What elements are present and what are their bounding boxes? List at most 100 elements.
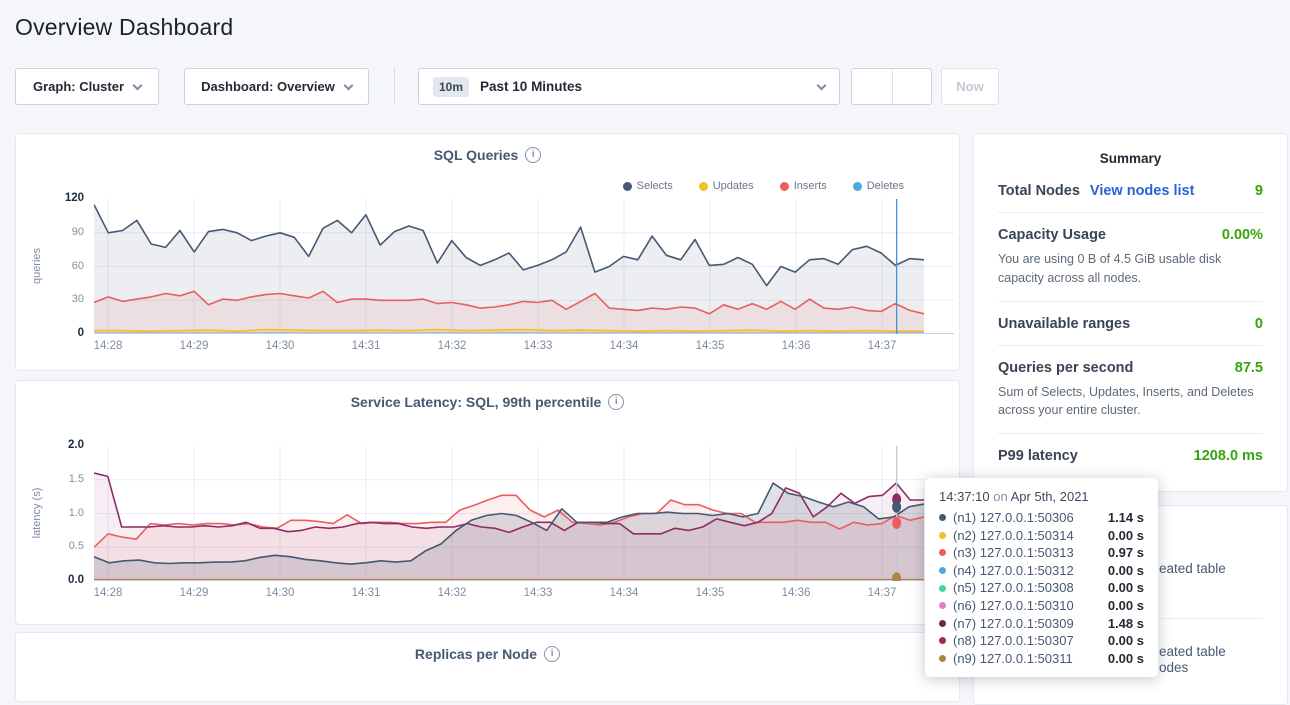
chevron-down-icon [817, 80, 827, 90]
graph-dropdown-label: Graph: Cluster [33, 79, 124, 94]
x-tick-label: 14:32 [427, 340, 477, 352]
x-tick-label: 14:28 [83, 340, 133, 352]
capacity-usage-description: You are using 0 B of 4.5 GiB usable disk… [998, 250, 1263, 288]
chart1-plot-svg[interactable] [94, 199, 954, 334]
event-item-fragment: eated table [1159, 644, 1226, 659]
y-tick-label: 0.0 [16, 574, 84, 586]
summary-row-p99: P99 latency 1208.0 ms [998, 434, 1263, 477]
tooltip-node-label: (n1) 127.0.0.1:50306 [953, 509, 1101, 527]
x-tick-label: 14:30 [255, 587, 305, 599]
x-tick-label: 14:33 [513, 340, 563, 352]
qps-description: Sum of Selects, Updates, Inserts, and De… [998, 383, 1263, 421]
summary-row-qps: Queries per second 87.5 Sum of Selects, … [998, 346, 1263, 435]
legend-label: Updates [713, 180, 754, 192]
tooltip-node-label: (n5) 127.0.0.1:50308 [953, 579, 1101, 597]
total-nodes-label: Total Nodes [998, 183, 1080, 199]
replicas-per-node-title: Replicas per Node [415, 646, 537, 662]
x-tick-label: 14:31 [341, 587, 391, 599]
y-tick-label: 0.5 [16, 540, 84, 552]
y-axis-title: latency (s) [31, 473, 47, 553]
sql-queries-legend: Selects Updates Inserts Deletes [623, 180, 904, 192]
node-color-dot-icon [939, 637, 946, 644]
time-nav-group [851, 68, 932, 105]
event-item-fragment: eated table [1159, 561, 1226, 576]
chevron-left-icon [867, 80, 880, 93]
now-button[interactable]: Now [941, 68, 999, 105]
tooltip-node-row: (n5) 127.0.0.1:503080.00 s [939, 579, 1144, 597]
info-icon[interactable]: i [544, 646, 560, 662]
service-latency-chart[interactable]: 0.00.51.01.52.0latency (s)14:2814:2914:3… [16, 446, 959, 611]
sql-queries-chart[interactable]: 0306090120queries14:2814:2914:3014:3114:… [16, 199, 959, 364]
time-range-badge: 10m [433, 77, 469, 97]
x-tick-label: 14:36 [771, 587, 821, 599]
legend-label: Deletes [867, 180, 904, 192]
total-nodes-value: 9 [1255, 183, 1263, 199]
legend-item-deletes[interactable]: Deletes [853, 180, 904, 192]
chevron-down-icon [343, 80, 353, 90]
x-tick-label: 14:28 [83, 587, 133, 599]
y-tick-label: 1.5 [16, 473, 84, 485]
x-tick-label: 14:34 [599, 587, 649, 599]
y-tick-label: 2.0 [16, 439, 84, 451]
node-color-dot-icon [939, 549, 946, 556]
sql-queries-panel: SQL Queries i Selects Updates Inserts Delet… [15, 133, 960, 371]
chart2-plot-svg[interactable] [94, 446, 954, 581]
y-tick-label: 30 [16, 293, 84, 305]
x-tick-label: 14:37 [857, 587, 907, 599]
time-range-selector[interactable]: 10m Past 10 Minutes [418, 68, 840, 105]
info-icon[interactable]: i [525, 147, 541, 163]
legend-label: Selects [637, 180, 673, 192]
tooltip-node-row: (n8) 127.0.0.1:503070.00 s [939, 632, 1144, 650]
x-tick-label: 14:36 [771, 340, 821, 352]
tooltip-node-value: 1.48 s [1108, 615, 1144, 633]
tooltip-time: 14:37:10 [939, 489, 990, 504]
legend-dot-icon [623, 182, 632, 191]
graph-dropdown[interactable]: Graph: Cluster [15, 68, 159, 105]
tooltip-node-row: (n2) 127.0.0.1:503140.00 s [939, 527, 1144, 545]
tooltip-node-label: (n9) 127.0.0.1:50311 [953, 650, 1101, 668]
overview-dashboard-page: { "colors": { "green": "#36a40c", "link"… [0, 0, 1290, 689]
event-item-fragment: odes [1159, 660, 1188, 675]
tooltip-rows: (n1) 127.0.0.1:50306 1.14 s(n2) 127.0.0.1… [939, 509, 1144, 667]
service-latency-title: Service Latency: SQL, 99th percentile [351, 394, 602, 410]
y-tick-label: 1.0 [16, 507, 84, 519]
node-color-dot-icon [939, 514, 946, 521]
y-axis-title: queries [31, 226, 47, 306]
tooltip-node-value: 1.14 s [1108, 509, 1144, 527]
y-tick-label: 120 [16, 192, 84, 204]
node-color-dot-icon [939, 567, 946, 574]
summary-title: Summary [974, 134, 1287, 169]
sql-queries-title: SQL Queries [434, 147, 519, 163]
toolbar-divider [394, 67, 395, 105]
tooltip-node-value: 0.00 s [1108, 562, 1144, 580]
dashboard-dropdown[interactable]: Dashboard: Overview [184, 68, 369, 105]
time-prev-button[interactable] [852, 69, 892, 104]
x-tick-label: 14:33 [513, 587, 563, 599]
node-color-dot-icon [939, 602, 946, 609]
view-nodes-list-link[interactable]: View nodes list [1090, 183, 1195, 199]
node-color-dot-icon [939, 655, 946, 662]
summary-row-capacity: Capacity Usage 0.00% You are using 0 B o… [998, 213, 1263, 302]
summary-card: Summary Total Nodes View nodes list 9 Ca… [973, 133, 1288, 492]
tooltip-node-label: (n6) 127.0.0.1:50310 [953, 597, 1101, 615]
tooltip-node-value: 0.97 s [1108, 544, 1144, 562]
tooltip-node-value: 0.00 s [1108, 632, 1144, 650]
legend-label: Inserts [794, 180, 827, 192]
time-next-button[interactable] [892, 69, 932, 104]
tooltip-node-value: 0.00 s [1108, 527, 1144, 545]
tooltip-node-row: (n6) 127.0.0.1:50310 0.00 s [939, 597, 1144, 615]
p99-latency-label: P99 latency [998, 448, 1078, 464]
tooltip-node-label: (n7) 127.0.0.1:50309 [953, 615, 1101, 633]
x-tick-label: 14:30 [255, 340, 305, 352]
node-color-dot-icon [939, 620, 946, 627]
legend-item-inserts[interactable]: Inserts [780, 180, 827, 192]
info-icon[interactable]: i [608, 394, 624, 410]
tooltip-node-row: (n3) 127.0.0.1:503130.97 s [939, 544, 1144, 562]
time-range-label: Past 10 Minutes [480, 79, 582, 94]
tooltip-node-value: 0.00 s [1108, 597, 1144, 615]
qps-label: Queries per second [998, 360, 1133, 376]
legend-item-selects[interactable]: Selects [623, 180, 673, 192]
tooltip-on-word: on [993, 489, 1007, 504]
legend-item-updates[interactable]: Updates [699, 180, 754, 192]
node-color-dot-icon [939, 585, 946, 592]
